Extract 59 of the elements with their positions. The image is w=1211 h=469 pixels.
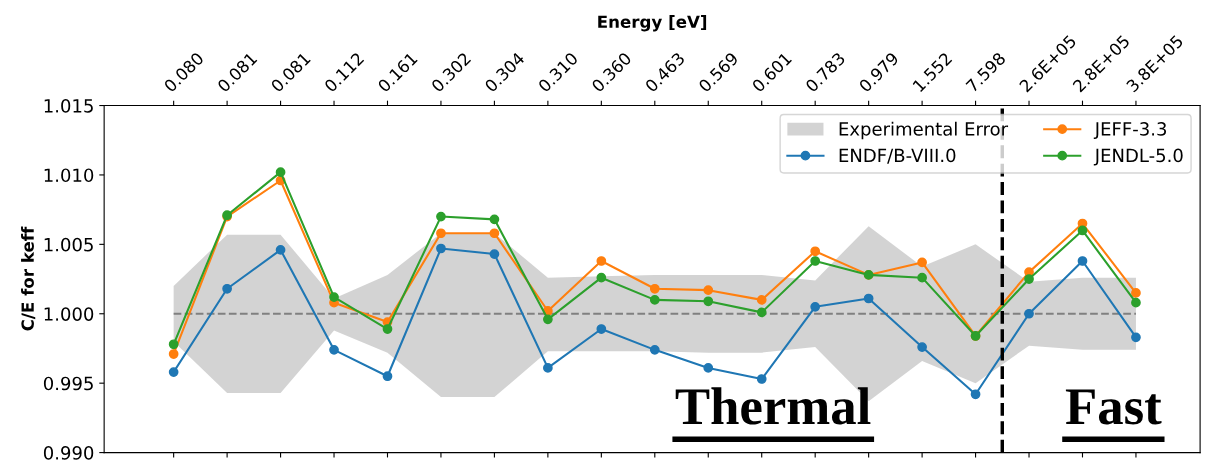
legend-label: Experimental Error xyxy=(839,121,1009,140)
y-tick-label: 0.995 xyxy=(43,376,93,391)
y-axis-title: C/E for keff xyxy=(21,226,36,331)
point xyxy=(810,256,821,266)
y-tick-label: 1.010 xyxy=(44,168,94,183)
legend-label: ENDF/B-VIII.0 xyxy=(839,148,956,164)
point xyxy=(649,283,660,294)
point xyxy=(1131,332,1141,343)
y-tick-label: 1.000 xyxy=(44,307,94,321)
y-tick-label: 0.990 xyxy=(43,446,94,460)
point xyxy=(489,249,500,259)
point xyxy=(1024,274,1034,284)
point xyxy=(1131,297,1141,308)
point xyxy=(275,245,286,255)
point xyxy=(917,272,927,283)
point xyxy=(489,214,500,225)
point xyxy=(168,349,179,359)
y-tick-label: 1.005 xyxy=(44,237,93,252)
point xyxy=(436,228,446,239)
point xyxy=(649,344,660,355)
point xyxy=(917,257,927,268)
point xyxy=(168,339,179,350)
point xyxy=(329,292,339,302)
point xyxy=(222,283,232,294)
point xyxy=(703,285,714,296)
point xyxy=(1024,308,1034,319)
x-axis-title: Energy [eV] xyxy=(598,15,707,32)
point xyxy=(168,367,179,377)
point xyxy=(970,389,981,400)
point xyxy=(329,344,339,355)
legend-label: JENDL-5.0 xyxy=(1093,148,1183,166)
point xyxy=(917,342,927,352)
point xyxy=(756,295,767,305)
point xyxy=(703,363,714,373)
point xyxy=(275,167,286,178)
point xyxy=(382,324,393,334)
point xyxy=(756,374,767,384)
point xyxy=(756,307,767,318)
y-tick-label: 1.015 xyxy=(44,98,93,113)
point xyxy=(863,293,874,304)
point xyxy=(382,371,393,382)
legend-label: JEFF-3.3 xyxy=(1093,122,1167,140)
point xyxy=(1077,225,1088,236)
point xyxy=(810,246,821,257)
point xyxy=(596,324,607,334)
point xyxy=(1131,288,1141,298)
point xyxy=(703,296,714,307)
point xyxy=(1077,256,1088,266)
point xyxy=(810,301,821,312)
point xyxy=(436,211,446,222)
point xyxy=(543,363,553,373)
point xyxy=(543,314,553,325)
point xyxy=(489,228,500,239)
point xyxy=(596,256,607,266)
point xyxy=(596,272,607,283)
point xyxy=(436,243,446,254)
annotation: Fast xyxy=(1065,389,1162,425)
point xyxy=(649,295,660,305)
annotation: Thermal xyxy=(675,387,871,425)
